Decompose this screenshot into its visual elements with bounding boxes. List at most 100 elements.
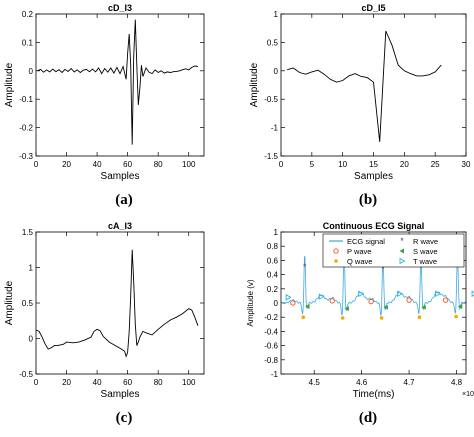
legend-item: * R wave: [400, 236, 438, 246]
t-wave-marker: [435, 290, 441, 298]
chart-title: Continuous ECG Signal: [323, 221, 425, 231]
y-tick-label: 0.1: [22, 38, 34, 47]
legend-swatch: *: [400, 236, 404, 246]
legend-item: Q wave: [334, 257, 372, 266]
y-tick-label: -0.3: [19, 152, 33, 161]
y-tick-label: -0.5: [19, 370, 33, 379]
x-tick-label: 0: [279, 160, 284, 169]
q-wave-marker: [301, 315, 306, 320]
y-tick-label: 1: [29, 264, 34, 273]
y-tick-label: 1: [274, 228, 279, 237]
legend-item: ECG signal: [329, 237, 385, 246]
series-line: [35, 249, 199, 358]
y-tick-label: 1.5: [22, 228, 34, 237]
t-wave-marker: [397, 290, 404, 298]
y-tick-label: -0.8: [264, 356, 278, 365]
panel-caption-b: (b): [358, 192, 378, 208]
y-tick-label: 0.2: [267, 285, 279, 294]
s-wave-marker: [344, 306, 349, 312]
x-tick-label: 4.6: [356, 378, 368, 387]
legend-item: S wave: [399, 247, 438, 256]
series-line: [37, 19, 198, 145]
y-tick-label: 1: [274, 10, 279, 19]
p-wave-marker: [329, 298, 335, 304]
chart-title: cD_I3: [108, 3, 132, 13]
x-tick-label: 15: [369, 160, 378, 169]
y-tick-label: 0.8: [267, 242, 279, 251]
legend-label: T wave: [413, 257, 437, 266]
t-wave-marker: [318, 293, 325, 300]
q-wave-marker: [454, 314, 458, 319]
legend-label: P wave: [347, 247, 371, 256]
ecg-signal-line: [280, 254, 466, 316]
x-axis-label: Samples: [354, 171, 393, 182]
chart-panel-c: 0 20 40 60 80 100-0.500.511.5cA_I3SamplesAmpl…: [4, 221, 205, 400]
legend: ECG signal * R wave P wave S wave Q wave T wav…: [322, 233, 465, 268]
legend-box: [322, 233, 465, 268]
x-axis-label: Samples: [101, 171, 140, 182]
panel-caption-a: (a): [115, 192, 133, 208]
y-tick-label: -0.4: [264, 327, 278, 336]
legend-label: S wave: [413, 247, 438, 256]
x-tick-label: 60: [123, 160, 132, 169]
legend-swatch: [334, 259, 338, 263]
y-tick-label: 0.2: [22, 10, 34, 19]
x-tick-label: 0: [34, 378, 39, 387]
x-tick-label: 100: [182, 378, 196, 387]
y-tick-label: -0.2: [19, 124, 33, 133]
chart-panel-a: 0 20 40 60 80 100 -0.3 -0.2 -0.1 0 0.1 0.2 cD_I3 Samp…: [4, 3, 205, 182]
p-wave-marker: [368, 298, 374, 305]
p-wave-marker: [406, 297, 412, 303]
s-wave-marker: [421, 304, 426, 310]
y-tick-label: -1: [271, 124, 279, 133]
legend-swatch: [399, 257, 406, 265]
r-wave-marker: *: [381, 264, 385, 274]
x-tick-label: 10: [338, 160, 347, 169]
x-tick-label: 80: [154, 378, 163, 387]
x-exponent-label: ×104: [462, 391, 474, 398]
chart-panel-b: 0 5 10 15 20 25 30 -1.5 -1 -0.5 0 0.5 1 cD_I5 Samples A…: [249, 3, 471, 182]
x-axis-label: Time(ms): [353, 389, 395, 400]
series-line: [287, 30, 442, 142]
y-tick-label: 0.6: [267, 256, 279, 265]
r-wave-marker: *: [303, 262, 307, 272]
y-tick-label: 0.4: [267, 271, 279, 280]
chart-title: cA_I3: [108, 221, 132, 231]
y-tick-label: 0: [29, 335, 34, 344]
plot-area: [35, 231, 205, 375]
legend-label: R wave: [413, 237, 438, 246]
t-wave-marker: [358, 290, 365, 298]
y-tick-label: -0.5: [264, 95, 278, 104]
legend-label: ECG signal: [347, 237, 385, 246]
x-tick-label: 80: [154, 160, 163, 169]
y-tick-label: -0.1: [19, 95, 33, 104]
p-wave-marker: [290, 300, 296, 306]
x-tick-label: 20: [400, 160, 409, 169]
x-tick-label: 4.7: [404, 378, 416, 387]
legend-label: Q wave: [347, 257, 372, 266]
y-tick-label: -0.2: [264, 313, 278, 322]
y-tick-label: -1.5: [264, 152, 278, 161]
x-tick-label: 20: [62, 160, 71, 169]
s-wave-marker: [457, 304, 463, 310]
x-tick-label: 60: [123, 378, 132, 387]
x-tick-label: 4.5: [309, 378, 321, 387]
x-tick-label: 40: [93, 378, 102, 387]
y-tick-label: 0: [274, 299, 279, 308]
t-wave-marker: [471, 290, 474, 298]
chart-panel-d: 4.5 4.6 4.7 4.8 -1 -0.8 -0.6 -0.4 -0.2 0 0.2 0.4 0.6…: [246, 221, 474, 400]
legend-swatch: [333, 248, 339, 254]
y-axis-label: Amplitude: [249, 62, 260, 107]
legend-item: T wave: [399, 257, 437, 266]
x-tick-label: 40: [93, 160, 102, 169]
q-wave-marker: [417, 315, 422, 320]
q-wave-marker: [379, 316, 384, 320]
p-wave-marker: [442, 297, 449, 303]
x-tick-label: 25: [431, 160, 440, 169]
chart-title: cD_I5: [361, 3, 385, 13]
t-wave-marker: [285, 294, 292, 301]
x-axis-label: Samples: [101, 389, 140, 400]
q-wave-marker: [340, 316, 345, 320]
y-axis-label: Amplitude: [4, 280, 15, 325]
